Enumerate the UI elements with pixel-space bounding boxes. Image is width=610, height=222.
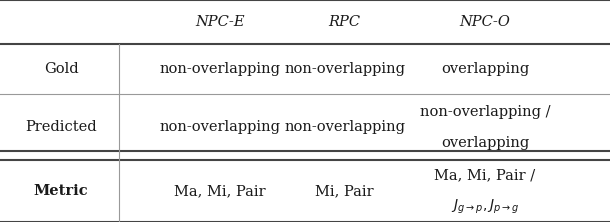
- Text: Ma, Mi, Pair /: Ma, Mi, Pair /: [434, 168, 536, 182]
- Text: Metric: Metric: [34, 184, 88, 198]
- Text: non-overlapping: non-overlapping: [284, 62, 405, 76]
- Text: NPC-E: NPC-E: [195, 15, 245, 29]
- Text: Ma, Mi, Pair: Ma, Mi, Pair: [174, 184, 265, 198]
- Text: non-overlapping: non-overlapping: [159, 62, 280, 76]
- Text: Gold: Gold: [44, 62, 78, 76]
- Text: non-overlapping /: non-overlapping /: [420, 105, 550, 119]
- Text: non-overlapping: non-overlapping: [284, 120, 405, 134]
- Text: non-overlapping: non-overlapping: [159, 120, 280, 134]
- Text: overlapping: overlapping: [441, 136, 529, 150]
- Text: Mi, Pair: Mi, Pair: [315, 184, 374, 198]
- Text: overlapping: overlapping: [441, 62, 529, 76]
- Text: $J_{g\rightarrow p}, J_{p\rightarrow g}$: $J_{g\rightarrow p}, J_{p\rightarrow g}$: [451, 197, 519, 216]
- Text: NPC-O: NPC-O: [459, 15, 511, 29]
- Text: Predicted: Predicted: [25, 120, 97, 134]
- Text: RPC: RPC: [329, 15, 361, 29]
